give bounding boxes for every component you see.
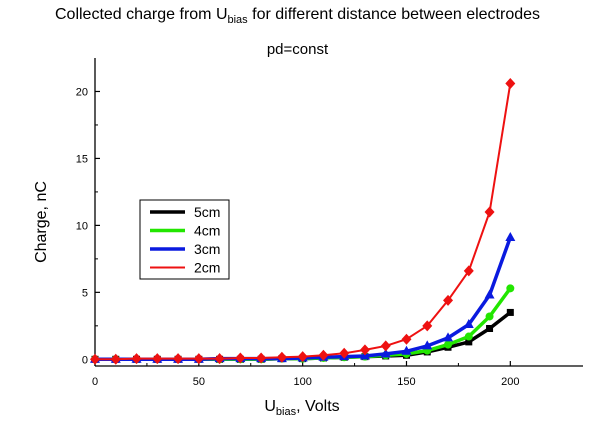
data-point-triangle bbox=[422, 340, 433, 350]
x-tick-label: 150 bbox=[397, 376, 415, 388]
data-point-triangle bbox=[484, 289, 495, 299]
x-tick-label: 50 bbox=[193, 376, 205, 388]
data-point-diamond bbox=[443, 294, 454, 306]
data-point-triangle bbox=[443, 332, 454, 342]
data-point-circle bbox=[506, 284, 515, 293]
data-point-diamond bbox=[401, 333, 412, 345]
legend-label: 2cm bbox=[194, 260, 220, 276]
data-point-diamond bbox=[214, 353, 225, 365]
data-point-circle bbox=[444, 340, 453, 349]
data-point-diamond bbox=[380, 340, 391, 352]
x-tick-label: 200 bbox=[501, 376, 519, 388]
data-point-diamond bbox=[359, 344, 370, 356]
y-tick-label: 10 bbox=[76, 220, 88, 232]
y-axis-title: Charge, nC bbox=[33, 181, 50, 263]
data-point-diamond bbox=[318, 349, 329, 361]
data-point-diamond bbox=[484, 206, 495, 218]
data-point-diamond bbox=[256, 352, 267, 364]
data-point-diamond bbox=[505, 77, 516, 89]
x-tick-label: 0 bbox=[92, 376, 98, 388]
y-tick-label: 0 bbox=[82, 354, 88, 366]
data-point-diamond bbox=[90, 353, 100, 365]
data-point-diamond bbox=[131, 353, 142, 365]
chart-title: Collected charge from Ubias for differen… bbox=[54, 6, 541, 26]
data-point-diamond bbox=[463, 265, 474, 277]
data-point-diamond bbox=[422, 320, 433, 332]
legend-label: 5cm bbox=[194, 204, 220, 220]
data-point-triangle bbox=[380, 348, 391, 358]
data-point-square bbox=[486, 325, 494, 333]
data-point-square bbox=[506, 308, 514, 316]
data-point-triangle bbox=[505, 231, 516, 241]
x-axis-title: Ubias, Volts bbox=[264, 398, 340, 418]
data-point-circle bbox=[485, 312, 494, 321]
data-point-square bbox=[465, 338, 473, 346]
data-point-triangle bbox=[401, 345, 412, 355]
data-point-diamond bbox=[152, 353, 163, 365]
data-point-diamond bbox=[235, 352, 246, 364]
y-tick-label: 15 bbox=[76, 153, 88, 165]
data-point-diamond bbox=[173, 353, 184, 365]
legend-label: 3cm bbox=[194, 241, 220, 257]
chart-subtitle: pd=const bbox=[266, 41, 329, 58]
x-tick-label: 100 bbox=[293, 376, 311, 388]
legend-label: 4cm bbox=[194, 223, 220, 239]
y-tick-label: 5 bbox=[82, 287, 88, 299]
data-point-diamond bbox=[276, 351, 287, 363]
data-point-diamond bbox=[339, 347, 350, 359]
y-tick-label: 20 bbox=[76, 86, 88, 98]
data-point-diamond bbox=[193, 353, 204, 365]
data-point-triangle bbox=[463, 318, 474, 328]
data-point-diamond bbox=[297, 351, 308, 363]
data-point-circle bbox=[464, 332, 473, 341]
data-point-diamond bbox=[110, 353, 121, 365]
